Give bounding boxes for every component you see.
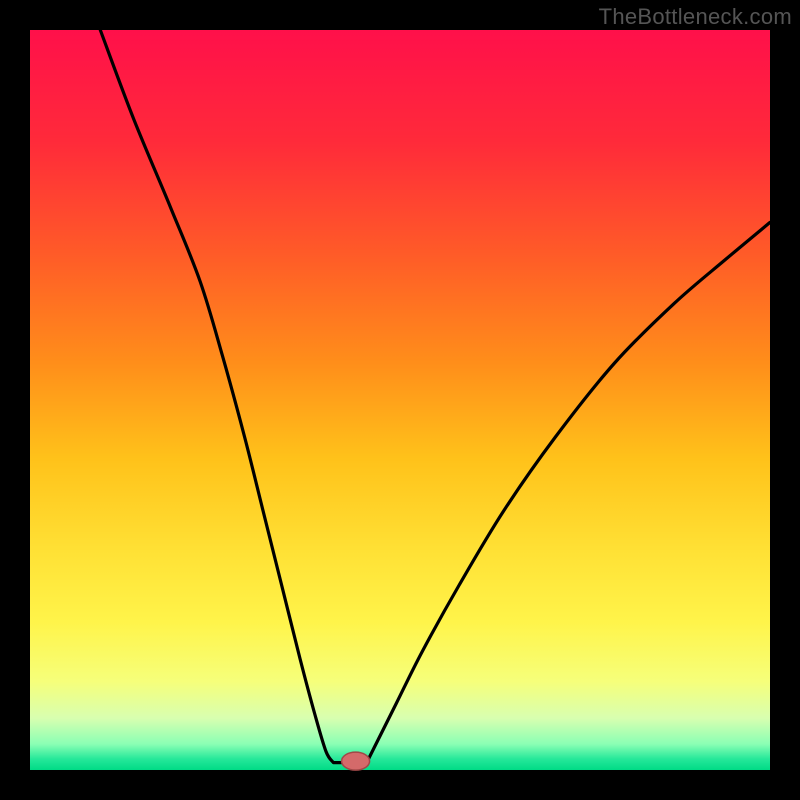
optimal-point-marker (342, 752, 370, 770)
watermark-text: TheBottleneck.com (599, 4, 792, 30)
